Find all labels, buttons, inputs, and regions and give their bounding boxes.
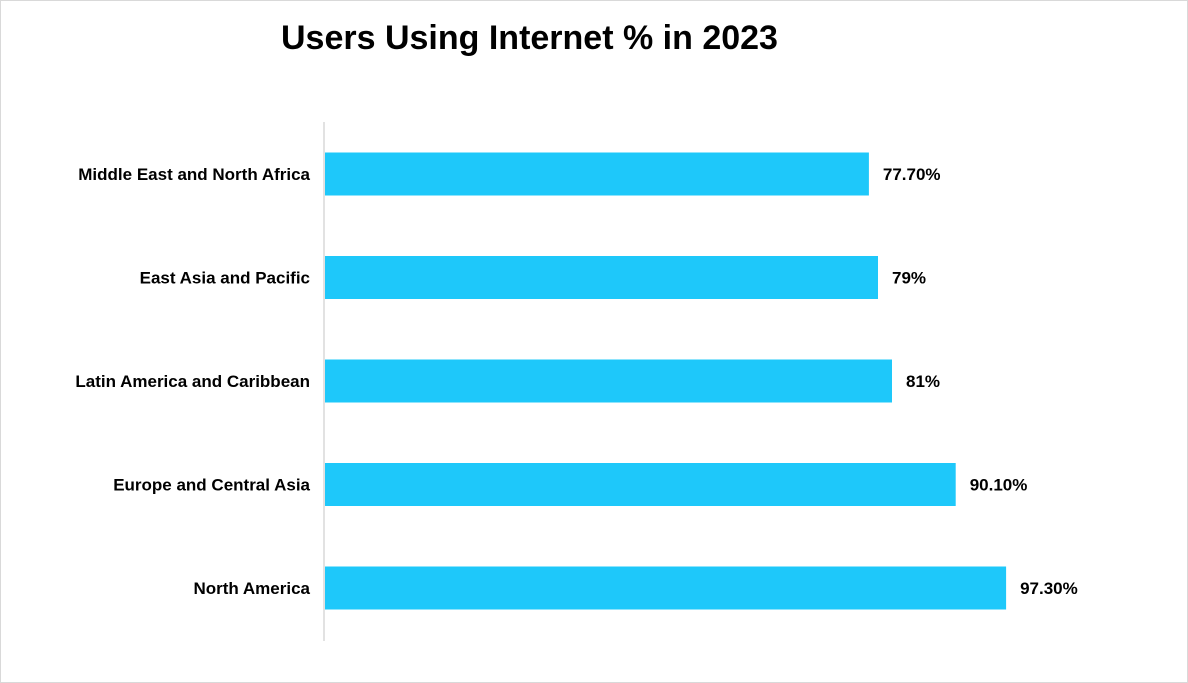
value-label: 90.10% [970, 476, 1028, 495]
category-label: East Asia and Pacific [140, 269, 310, 288]
bar-3 [325, 463, 956, 506]
value-label: 77.70% [883, 165, 941, 184]
category-label: Europe and Central Asia [113, 476, 310, 495]
category-label: North America [193, 579, 310, 598]
bar-2 [325, 359, 892, 403]
bar-4 [325, 566, 1007, 610]
value-label: 81% [906, 372, 940, 391]
category-label: Middle East and North Africa [78, 165, 310, 184]
value-label: 79% [892, 269, 926, 288]
value-label: 97.30% [1020, 579, 1078, 598]
chart-title: Users Using Internet % in 2023 [281, 19, 778, 57]
bar-1 [325, 256, 878, 299]
category-label: Latin America and Caribbean [75, 372, 310, 391]
bar-0 [325, 152, 869, 196]
